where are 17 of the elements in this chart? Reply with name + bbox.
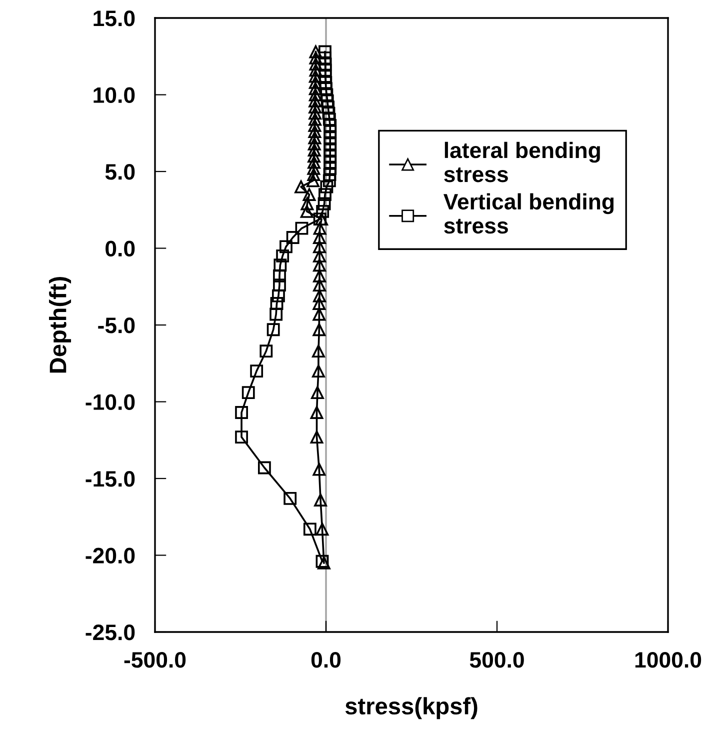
y-tick-label: 0.0 bbox=[106, 240, 135, 257]
x-axis-title: stress(kpsf) bbox=[345, 697, 478, 720]
y-axis-title: Depth(ft) bbox=[49, 277, 72, 373]
y-tick-label: -20.0 bbox=[86, 548, 135, 564]
x-tick-label: 1000.0 bbox=[635, 652, 702, 668]
x-tick-label: 500.0 bbox=[470, 652, 524, 668]
y-tick-label: 10.0 bbox=[94, 87, 135, 104]
y-tick-label: -5.0 bbox=[98, 318, 135, 334]
y-tick-label: -25.0 bbox=[86, 624, 135, 640]
legend-label: Vertical bending stress bbox=[444, 193, 614, 234]
x-tick-label: -500.0 bbox=[124, 652, 186, 668]
y-tick-label: 5.0 bbox=[105, 164, 135, 180]
y-tick-label: 15.0 bbox=[94, 10, 135, 26]
legend-label: lateral bending stress bbox=[444, 142, 600, 182]
y-tick-label: -15.0 bbox=[86, 471, 135, 487]
x-tick-label: 0.0 bbox=[311, 652, 341, 668]
y-tick-label: -10.0 bbox=[86, 394, 135, 410]
